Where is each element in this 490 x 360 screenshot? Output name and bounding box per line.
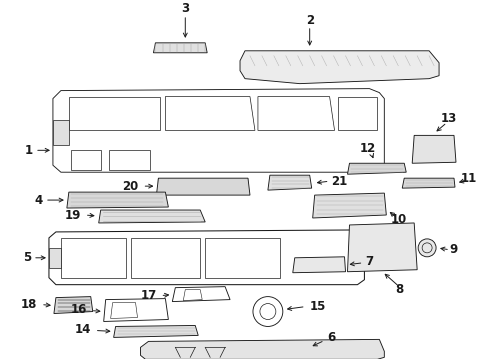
- Polygon shape: [347, 163, 406, 174]
- Polygon shape: [54, 297, 93, 314]
- Text: 21: 21: [331, 175, 348, 188]
- Text: 12: 12: [359, 142, 375, 155]
- Text: 20: 20: [122, 180, 139, 193]
- Text: 5: 5: [23, 251, 31, 264]
- Text: 13: 13: [441, 112, 457, 125]
- Text: 17: 17: [140, 289, 157, 302]
- Polygon shape: [313, 193, 386, 218]
- Text: 2: 2: [306, 14, 314, 27]
- Text: 10: 10: [391, 213, 407, 226]
- Text: 15: 15: [310, 300, 326, 313]
- Text: 6: 6: [327, 331, 336, 344]
- Text: 18: 18: [21, 298, 37, 311]
- Polygon shape: [153, 43, 207, 53]
- Polygon shape: [53, 121, 69, 145]
- Text: 9: 9: [450, 243, 458, 256]
- Text: 3: 3: [181, 3, 189, 15]
- Polygon shape: [156, 178, 250, 195]
- Polygon shape: [412, 135, 456, 163]
- Polygon shape: [98, 210, 205, 223]
- Text: 1: 1: [25, 144, 33, 157]
- Ellipse shape: [418, 239, 436, 257]
- Text: 11: 11: [461, 172, 477, 185]
- Polygon shape: [141, 339, 384, 359]
- Text: 8: 8: [395, 283, 403, 296]
- Text: 7: 7: [366, 255, 373, 268]
- Polygon shape: [293, 257, 345, 273]
- Text: 4: 4: [35, 194, 43, 207]
- Polygon shape: [240, 51, 439, 84]
- Polygon shape: [402, 178, 455, 188]
- Text: 19: 19: [65, 208, 81, 221]
- Text: 16: 16: [71, 303, 87, 316]
- Polygon shape: [67, 192, 169, 208]
- Text: 14: 14: [74, 323, 91, 336]
- Polygon shape: [347, 223, 417, 272]
- Polygon shape: [49, 248, 61, 268]
- Polygon shape: [268, 175, 312, 190]
- Polygon shape: [114, 325, 198, 337]
